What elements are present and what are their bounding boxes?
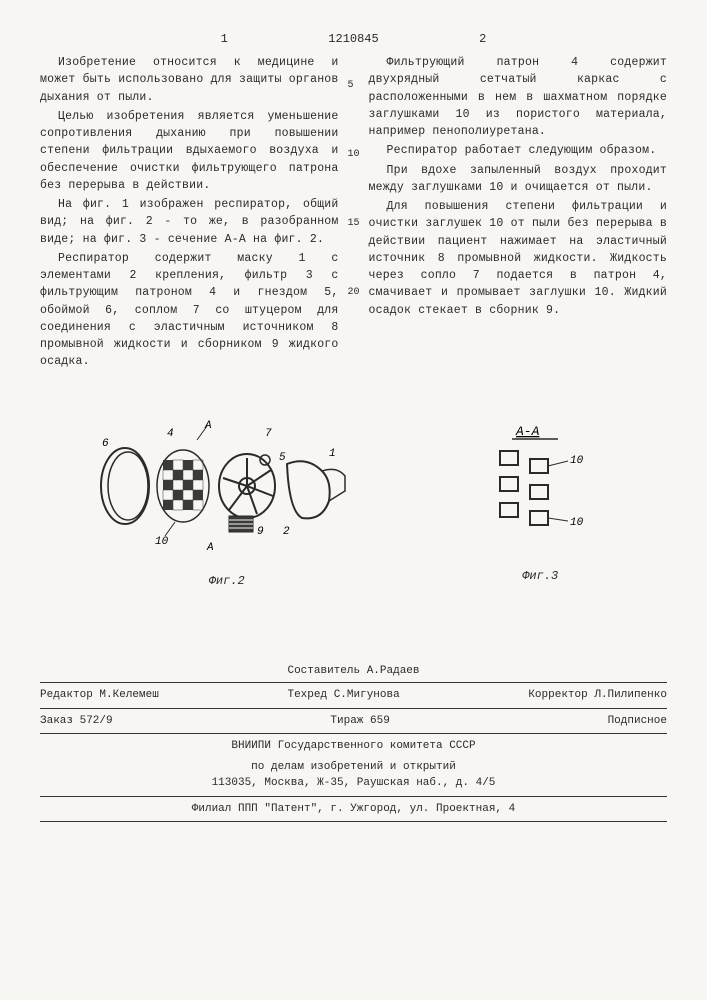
text-columns: 1210845 5 10 15 20 1 Изобретение относит… [40,30,667,373]
tech-label: Техред [287,689,327,701]
line-number-marks: 5 10 15 20 [347,78,359,300]
line-mark: 10 [347,147,359,162]
left-column: 1 Изобретение относится к медицине и мож… [40,30,339,373]
fig3-label: Фиг.3 [470,567,610,585]
line-mark: 15 [347,216,359,231]
callout-10a: 10 [570,455,584,467]
callout-4: 4 [167,428,174,440]
branch: Филиал ППП "Патент", г. Ужгород, ул. Про… [40,796,667,823]
paragraph: При вдохе запыленный воздух проходит меж… [369,162,668,197]
credits-row-2: Заказ 572/9 Тираж 659 Подписное [40,708,667,734]
credits-block: Составитель А.Радаев Редактор М.Келемеш … [40,663,667,823]
paragraph: Целью изобретения является уменьшение со… [40,108,339,194]
corr-label: Корректор [528,689,587,701]
corr-name: Л.Пилипенко [594,689,667,701]
editor-name: М.Келемеш [99,689,158,701]
callout-A: А [204,420,212,432]
col-number: 2 [369,30,668,48]
callout-6: 6 [102,438,109,450]
line-mark: 5 [347,78,359,93]
paragraph: Респиратор работает следующим образом. [369,142,668,159]
callout-10: 10 [155,536,169,548]
callout-7: 7 [265,428,272,440]
right-column: 2 Фильтрующий патрон 4 содержит двухрядн… [369,30,668,373]
org-line-1: ВНИИПИ Государственного комитета СССР [40,733,667,759]
paragraph: Фильтрующий патрон 4 содержит двухрядный… [369,54,668,140]
sign: Подписное [608,713,667,730]
fig2-svg: 6 4 А [97,416,357,566]
figure-2: 6 4 А [97,416,357,590]
line-mark: 20 [347,285,359,300]
fig3-svg: А-А 10 10 [470,421,610,561]
callout-1: 1 [329,448,336,460]
order-number: Заказ 572/9 [40,713,113,730]
paragraph: Изобретение относится к медицине и может… [40,54,339,106]
callout-5: 5 [279,452,286,464]
credits-row-1: Редактор М.Келемеш Техред С.Мигунова Кор… [40,682,667,708]
paragraph: Респиратор содержит маску 1 с элементами… [40,250,339,371]
compiler-label: Составитель [287,665,360,677]
section-label: А-А [515,424,540,439]
fig2-label: Фиг.2 [97,572,357,590]
paragraph: На фиг. 1 изображен респиратор, общий ви… [40,196,339,248]
editor-label: Редактор [40,689,93,701]
figures-row: 6 4 А [40,403,667,603]
tech-name: С.Мигунова [334,689,400,701]
col-number: 1 [40,30,339,48]
address: 113035, Москва, Ж-35, Раушская наб., д. … [40,775,667,796]
callout-9: 9 [257,526,264,538]
callout-2: 2 [283,526,290,538]
compiler-name: А.Радаев [367,665,420,677]
patent-number: 1210845 [328,30,378,48]
paragraph: Для повышения степени фильтрации и очист… [369,198,668,319]
tiraz: Тираж 659 [330,713,389,730]
figure-3: А-А 10 10 Фиг.3 [470,421,610,585]
callout-A2: А [206,542,214,554]
callout-10b: 10 [570,517,584,529]
org-line-2: по делам изобретений и открытий [40,759,667,776]
